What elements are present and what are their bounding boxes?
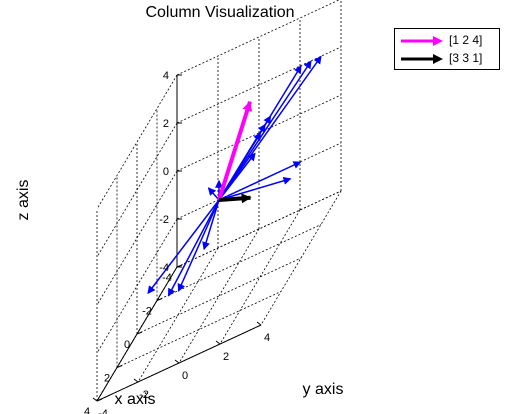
legend-item-2: [3 3 1] — [399, 50, 499, 68]
x-tick-label: -4 — [162, 272, 172, 284]
x-tick — [136, 331, 143, 335]
x-tick-label: 0 — [124, 339, 130, 351]
x-tick — [156, 298, 163, 301]
y-tick-label: 4 — [264, 332, 270, 344]
legend-label-1: [1 2 4] — [449, 33, 483, 47]
z-tick-label: 4 — [163, 70, 169, 82]
vector-arrow — [207, 187, 220, 201]
x-tick — [116, 365, 123, 368]
y-tick-label: -4 — [98, 408, 108, 414]
z-tick-label: 0 — [163, 166, 169, 178]
highlighted-vector-3-3-1 — [218, 193, 252, 204]
y-tick-label: 0 — [182, 370, 188, 382]
y-tick — [133, 378, 139, 383]
highlighted-vector-1-2-4 — [217, 100, 253, 201]
x-axis-title: x axis — [115, 391, 156, 408]
x-tick-label: 4 — [84, 406, 90, 414]
y-tick — [174, 359, 180, 364]
z-axis-title: z axis — [15, 180, 32, 221]
grid-line — [156, 224, 322, 301]
legend: [1 2 4] [3 3 1] — [394, 28, 500, 70]
vector-arrow — [202, 199, 220, 251]
vector-arrow — [218, 152, 256, 201]
vector-arrow — [177, 199, 220, 292]
z-tick-label: -2 — [159, 214, 169, 226]
legend-swatch-1 — [401, 36, 443, 46]
y-tick-label: 2 — [223, 351, 229, 363]
y-tick — [215, 340, 221, 345]
vector-arrow — [147, 199, 220, 295]
x-tick — [96, 398, 103, 402]
y-axis-title: y axis — [303, 381, 344, 398]
legend-swatch-2 — [401, 54, 443, 64]
x-tick-label: 2 — [104, 373, 110, 385]
x-tick-label: -2 — [142, 306, 152, 318]
y-tick-label: -2 — [139, 389, 149, 401]
legend-label-2: [3 3 1] — [449, 51, 483, 65]
y-tick — [256, 321, 262, 326]
legend-item-1: [1 2 4] — [399, 32, 499, 50]
vector-arrow — [218, 55, 322, 201]
z-tick-label: 2 — [163, 118, 169, 130]
vector-arrow — [167, 199, 220, 297]
vector-arrow — [218, 161, 302, 201]
vector-arrow — [218, 176, 292, 201]
chart-title: Column Visualization — [145, 4, 295, 21]
vector-arrow — [218, 123, 266, 201]
y-tick — [92, 397, 98, 402]
z-tick-label: -4 — [159, 262, 169, 274]
